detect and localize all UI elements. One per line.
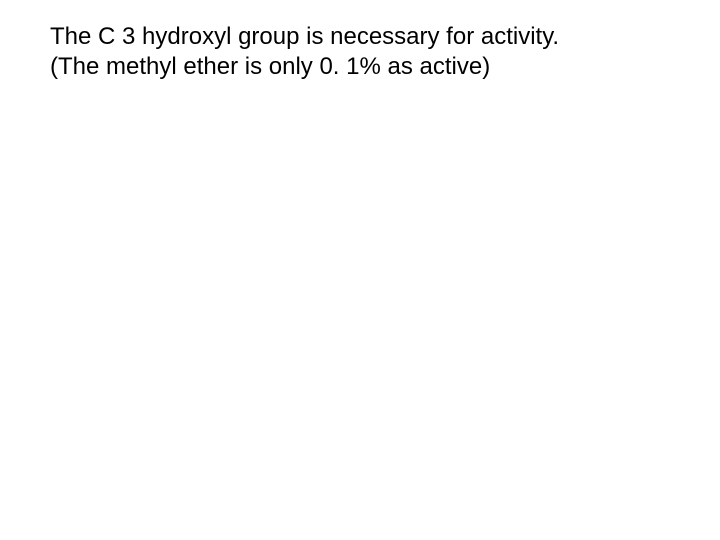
text-line-2: (The methyl ether is only 0. 1% as activ… xyxy=(50,52,670,82)
text-line-1: The C 3 hydroxyl group is necessary for … xyxy=(50,22,670,52)
slide-text-block: The C 3 hydroxyl group is necessary for … xyxy=(50,22,670,82)
